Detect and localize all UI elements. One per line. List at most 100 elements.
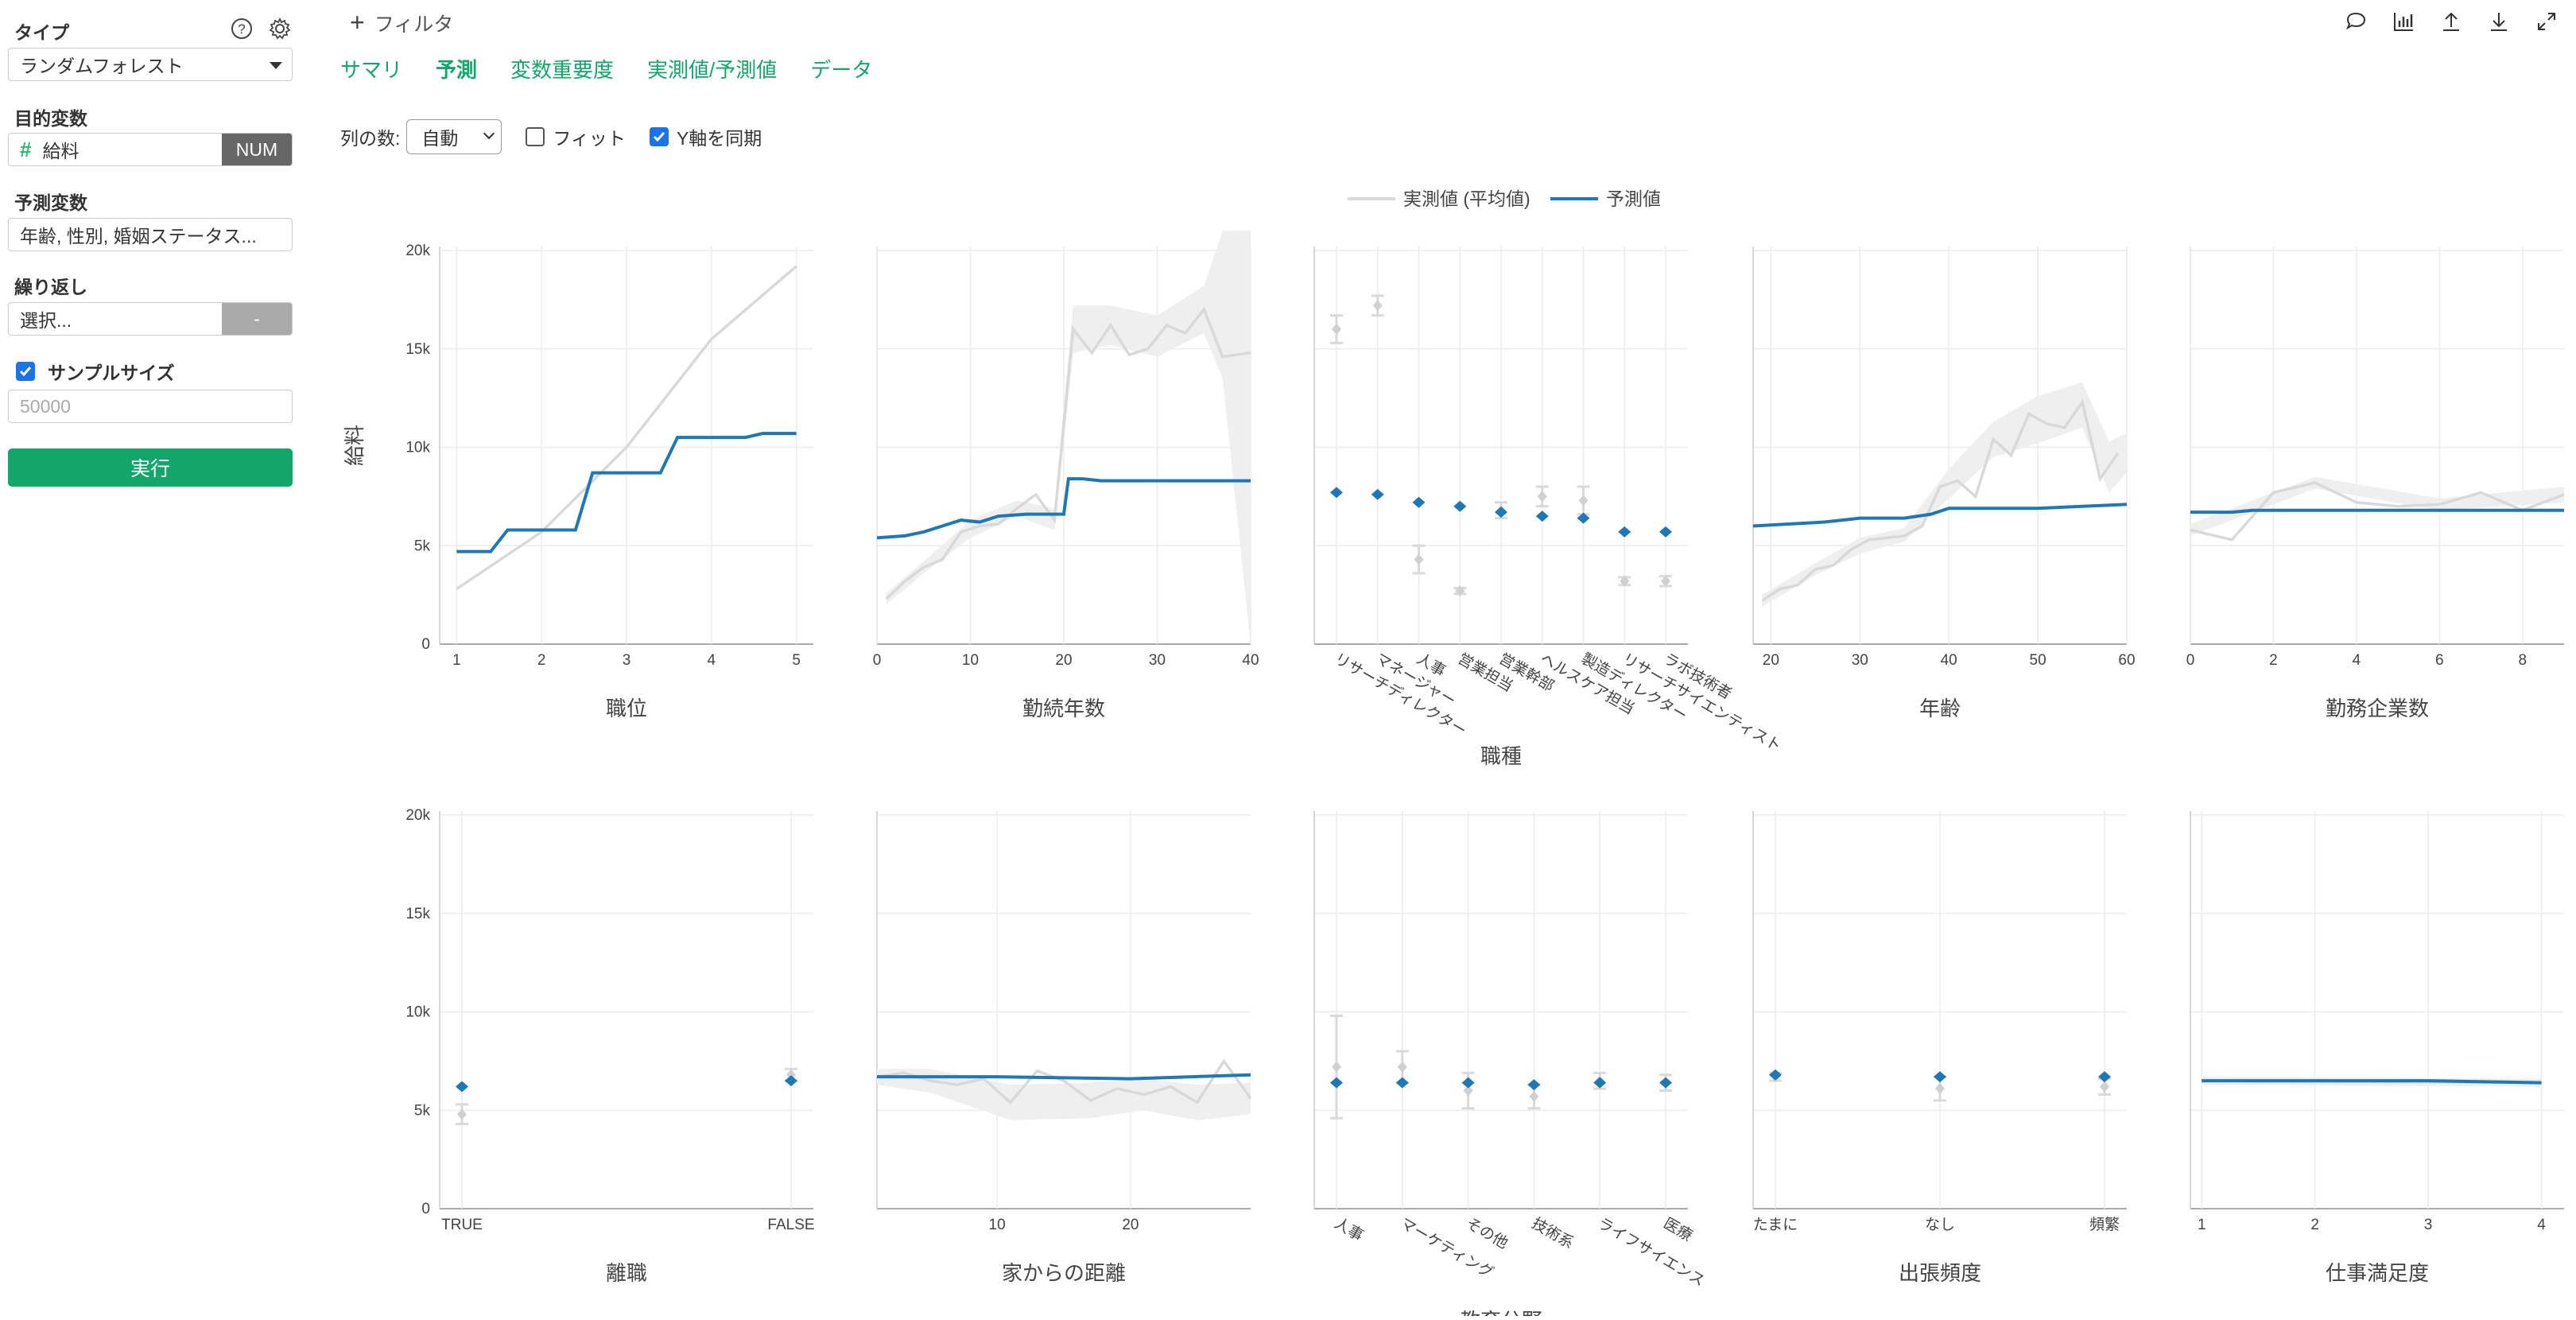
help-icon[interactable]: ? [229, 16, 254, 41]
predicted-point [1769, 1069, 1782, 1081]
x-tick-label: 医療 [1661, 1214, 1696, 1244]
actual-point [1372, 300, 1383, 312]
x-tick-label: 0 [2186, 652, 2195, 669]
type-label: タイプ [14, 22, 69, 43]
actual-point [2100, 1081, 2109, 1093]
x-tick-label: TRUE [441, 1217, 483, 1233]
y-tick-label: 10k [405, 440, 430, 456]
download-icon[interactable] [2487, 10, 2511, 33]
repeat-label: 繰り返し [14, 277, 87, 297]
x-tick-label: 30 [1149, 652, 1166, 669]
actual-line [885, 306, 1251, 600]
sync-y-label: Y軸を同期 [676, 128, 762, 149]
panel-8: 人事マーケティングその他技術系ライフサイエンス医療教育分野 [1313, 811, 1708, 1316]
predicted-line [876, 477, 1251, 540]
actual-point [1332, 324, 1341, 335]
y-tick-label: 15k [405, 906, 430, 922]
y-axis-label: 給料 [343, 425, 367, 466]
x-tick-label: 技術系 [1529, 1214, 1577, 1252]
x-tick-label: 4 [708, 652, 716, 669]
x-axis-label: 職種 [1480, 744, 1522, 768]
panel-1: 0 5k 10k 15k 20k 1 2 3 4 5 職位 [405, 243, 813, 720]
sync-y-toggle[interactable]: Y軸を同期 [649, 123, 762, 150]
run-button[interactable]: 実行 [8, 448, 293, 487]
x-tick-label: 2 [2310, 1217, 2319, 1233]
x-tick-label: 2 [2269, 652, 2278, 669]
columns-select[interactable]: 自動 [406, 119, 502, 154]
y-tick-label: 5k [414, 538, 431, 554]
predictors-field[interactable]: 年齢, 性別, 婚姻ステータス... [8, 218, 293, 251]
gear-icon[interactable] [267, 16, 293, 41]
sample-size-toggle[interactable]: サンプルサイズ [16, 358, 175, 385]
panel-10: 1 2 3 4 仕事満足度 [2190, 811, 2564, 1285]
x-tick-label: 60 [2118, 652, 2135, 669]
columns-select-value: 自動 [421, 128, 459, 149]
sample-size-input[interactable]: 50000 [8, 390, 293, 423]
predicted-line [456, 432, 797, 553]
repeat-select[interactable]: 選択... - [8, 302, 293, 336]
fit-toggle[interactable]: フィット [526, 123, 626, 150]
type-select-value: ランダムフォレスト [20, 56, 184, 76]
expand-icon[interactable] [2535, 10, 2559, 33]
predicted-point [1453, 500, 1467, 512]
x-tick-label: 2 [537, 652, 546, 669]
filter-button[interactable]: + フィルタ [350, 8, 453, 37]
y-tick-label: 0 [421, 1201, 430, 1217]
chart-icon[interactable] [2392, 10, 2415, 33]
actual-point [457, 1108, 467, 1120]
tab-actual-vs-predicted[interactable]: 実測値/予測値 [647, 58, 778, 82]
panel-4: 20 30 40 50 60 年齢 [1752, 247, 2136, 720]
actual-point [1455, 585, 1465, 597]
predicted-point [1461, 1077, 1475, 1089]
tab-importance[interactable]: 変数重要度 [510, 58, 615, 82]
sync-y-checkbox[interactable] [649, 127, 669, 146]
x-axis-label: 年齢 [1919, 697, 1961, 720]
chevron-down-icon [270, 62, 282, 69]
actual-confidence-band [1762, 382, 2127, 607]
tab-prediction[interactable]: 予測 [436, 58, 478, 82]
predicted-line [1752, 503, 2128, 528]
type-select[interactable]: ランダムフォレスト [8, 48, 293, 81]
tab-data[interactable]: データ [810, 58, 873, 82]
comment-icon[interactable] [2344, 10, 2368, 33]
x-tick-label: 3 [623, 652, 631, 669]
x-tick-label: 1 [452, 652, 461, 669]
y-tick-label: 15k [405, 341, 430, 358]
fit-checkbox[interactable] [526, 127, 545, 146]
predicted-point [1659, 1077, 1672, 1089]
repeat-value: 選択... [20, 310, 72, 331]
svg-text:?: ? [238, 21, 245, 37]
target-field[interactable]: # 給料 NUM [8, 133, 293, 166]
upload-icon[interactable] [2439, 10, 2463, 33]
actual-point [1463, 1085, 1473, 1097]
x-tick-label: 人事 [1332, 1214, 1367, 1244]
x-tick-label: その他 [1463, 1214, 1511, 1252]
sample-size-label: サンプルサイズ [48, 363, 175, 383]
predicted-point [1934, 1071, 1946, 1083]
predicted-point [1395, 1077, 1409, 1089]
repeat-clear-button[interactable]: - [222, 303, 292, 335]
x-tick-label: 8 [2518, 652, 2527, 669]
predicted-line [2190, 508, 2564, 514]
actual-point [1397, 1061, 1407, 1073]
x-tick-label: 50 [2030, 652, 2046, 669]
tab-summary[interactable]: サマリ [340, 58, 403, 82]
x-tick-label: ライフサイエンス [1595, 1215, 1708, 1290]
numeric-type-icon: # [20, 137, 32, 161]
actual-point [1935, 1083, 1945, 1095]
x-tick-label: なし [1925, 1217, 1955, 1233]
tab-bar: サマリ 予測 変数重要度 実測値/予測値 データ [340, 54, 872, 83]
x-tick-label: 6 [2435, 652, 2444, 669]
x-tick-label: 1 [2198, 1217, 2206, 1233]
toolbar [2344, 10, 2559, 33]
x-tick-label: 30 [1852, 652, 1868, 669]
x-tick-label: FALSE [767, 1217, 814, 1233]
y-tick-label: 20k [405, 243, 430, 259]
sample-size-checkbox[interactable] [16, 362, 35, 381]
panel-7: 10 20 家からの距離 [876, 811, 1252, 1285]
panel-5: 0 2 4 6 8 勤務企業数 [2186, 247, 2565, 720]
actual-confidence-band [2190, 476, 2564, 536]
legend-actual-label: 実測値 (平均値) [1403, 188, 1530, 209]
